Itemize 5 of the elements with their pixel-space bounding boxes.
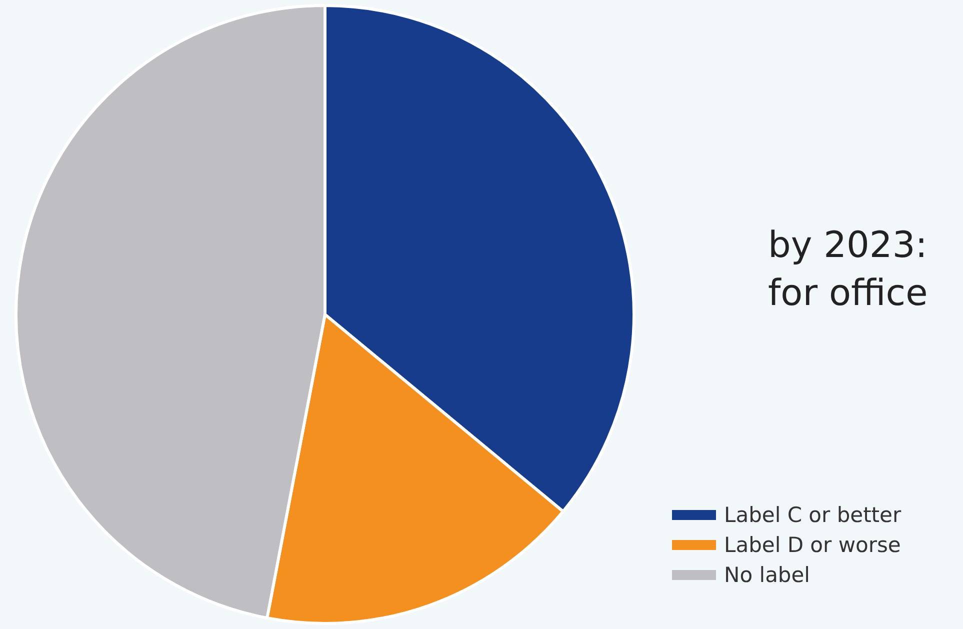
legend-label: Label C or better [724, 503, 902, 527]
legend-label: Label D or worse [724, 533, 901, 557]
text: by 2023: [768, 224, 928, 268]
text: for office [768, 272, 928, 316]
legend-label: No label [724, 563, 810, 587]
